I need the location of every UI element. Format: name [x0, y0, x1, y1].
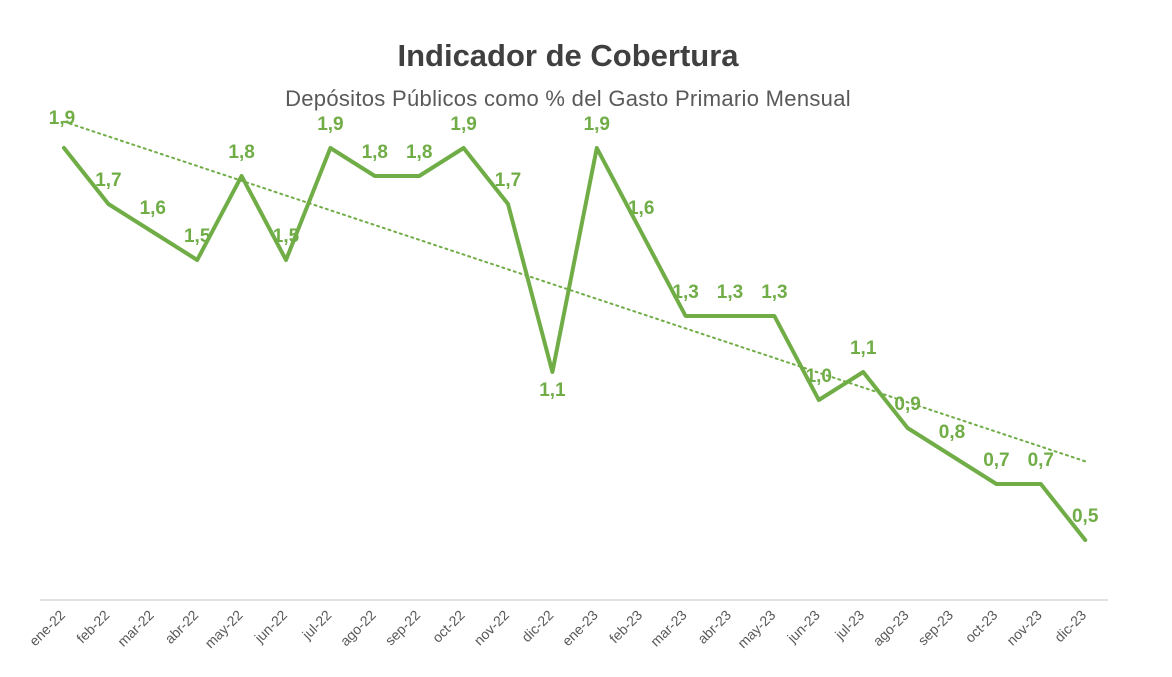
- data-label-sep-23: 0,8: [939, 422, 965, 443]
- data-label-feb-22: 1,7: [95, 170, 121, 191]
- data-label-nov-23: 0,7: [1028, 450, 1054, 471]
- x-tick-label-ene-23: ene-23: [559, 607, 601, 649]
- data-label-ago-22: 1,8: [362, 142, 388, 163]
- x-tick-label-abr-22: abr-22: [161, 607, 201, 647]
- x-tick-label-sep-23: sep-23: [915, 607, 957, 649]
- x-tick-label-ago-23: ago-23: [870, 607, 912, 649]
- data-label-ene-22: 1,9: [49, 108, 75, 129]
- data-label-jun-23: 1,0: [806, 366, 832, 387]
- data-label-oct-22: 1,9: [450, 114, 476, 135]
- data-label-jun-22: 1,5: [273, 226, 300, 247]
- data-label-feb-23: 1,6: [628, 198, 654, 219]
- data-label-dic-22: 1,1: [539, 380, 566, 401]
- x-tick-label-abr-23: abr-23: [694, 607, 734, 647]
- x-tick-label-dic-22: dic-22: [518, 607, 556, 645]
- data-label-abr-22: 1,5: [184, 226, 211, 247]
- data-label-nov-22: 1,7: [495, 170, 521, 191]
- x-tick-label-sep-22: sep-22: [382, 607, 424, 649]
- x-tick-label-ago-22: ago-22: [337, 607, 379, 649]
- x-tick-label-jul-23: jul-23: [831, 607, 867, 643]
- chart-title: Indicador de Cobertura: [397, 38, 739, 73]
- data-label-mar-23: 1,3: [672, 282, 698, 303]
- chart-subtitle: Depósitos Públicos como % del Gasto Prim…: [285, 86, 851, 111]
- x-tick-label-ene-22: ene-22: [26, 607, 68, 649]
- data-label-sep-22: 1,8: [406, 142, 432, 163]
- x-tick-label-may-22: may-22: [201, 607, 245, 651]
- x-tick-label-mar-23: mar-23: [647, 607, 690, 650]
- trendline: [63, 120, 1087, 463]
- x-tick-label-feb-22: feb-22: [73, 607, 113, 647]
- x-tick-label-dic-23: dic-23: [1051, 607, 1089, 645]
- x-tick-label-may-23: may-23: [734, 607, 778, 651]
- x-tick-label-nov-22: nov-22: [471, 607, 513, 649]
- data-label-ago-23: 0,9: [894, 394, 920, 415]
- x-tick-label-nov-23: nov-23: [1003, 607, 1045, 649]
- x-tick-label-jun-22: jun-22: [251, 607, 291, 647]
- series-line: [62, 146, 1088, 542]
- x-tick-label-feb-23: feb-23: [606, 607, 646, 647]
- data-label-ene-23: 1,9: [584, 114, 610, 135]
- data-label-mar-22: 1,6: [140, 198, 166, 219]
- data-label-jul-22: 1,9: [317, 114, 343, 135]
- data-label-dic-23: 0,5: [1072, 506, 1099, 527]
- x-tick-label-oct-22: oct-22: [429, 607, 468, 646]
- data-label-may-22: 1,8: [228, 142, 254, 163]
- x-tick-label-jun-23: jun-23: [783, 607, 823, 647]
- x-tick-label-oct-23: oct-23: [962, 607, 1001, 646]
- data-label-abr-23: 1,3: [717, 282, 743, 303]
- x-tick-label-mar-22: mar-22: [114, 607, 157, 650]
- data-label-may-23: 1,3: [761, 282, 787, 303]
- data-label-jul-23: 1,1: [850, 338, 877, 359]
- data-label-oct-23: 0,7: [983, 450, 1009, 471]
- x-tick-label-jul-22: jul-22: [298, 607, 334, 643]
